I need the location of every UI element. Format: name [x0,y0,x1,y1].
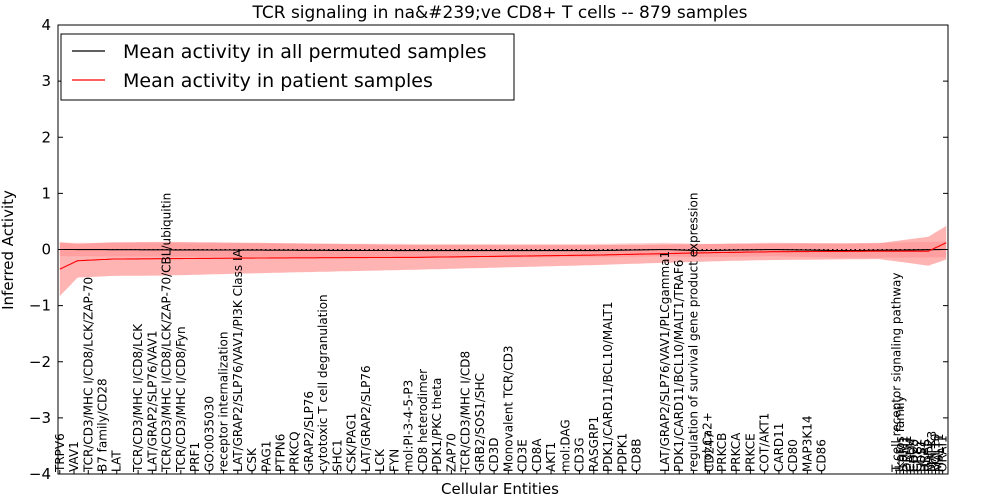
legend: Mean activity in all permuted samples Me… [60,33,515,101]
x-tick-label: B7 family/CD28 [96,378,110,472]
x-tick-label: receptor internalization [217,332,231,472]
x-tick-label: RASGRP1 [587,416,601,472]
x-tick-label: PRKCB [715,433,729,472]
x-tick-labels: TRPV6 VAV1 TCR/CD3/MHC I/CD8/LCK/ZAP-70 B7 … [53,193,950,473]
x-tick-label: PAG1 [259,441,273,472]
x-tick-label: VAV1 [67,441,81,472]
x-tick-label: SOS1 [914,440,928,472]
x-tick-label: T cell receptor signaling pathway [889,273,903,473]
x-tick-label: FYN [387,449,401,472]
y-tick-label: −2 [29,353,51,371]
x-tick-label: PRF1 [188,442,202,472]
x-tick-label: CALM [904,438,918,472]
x-tick-label: SHC1 [330,439,344,472]
x-tick-label: LAT/GRAP2/SLP76 [359,365,373,472]
y-axis-label: Inferred Activity [0,190,17,310]
x-tick-label: CSK [245,447,259,472]
x-tick-label: CD8B [630,439,644,473]
x-tick-label: CARD11 [772,423,786,472]
x-tick-label: COT/AKT1 [758,413,772,472]
x-tick-label: LAT/GRAP2/SLP76/VAV1/PI3K Class IA [231,248,245,472]
y-tick-label: 2 [41,128,51,146]
x-tick-label: PDK1/CARD11/BCL10/MALT1/TRAF6 [672,260,686,472]
y-tick-label: 1 [41,184,51,202]
x-tick-label: Monovalent TCR/CD3 [501,345,515,472]
x-tick-label: PDK1/CARD11/BCL10/MALT1 [601,302,615,472]
x-tick-label: PTPN6 [274,434,288,472]
x-tick-label: ZAP70 [444,433,458,472]
x-tick-label: STIM1 [897,436,911,472]
x-tick-label: LAT/GRAP2/SLP76/VAV1/PLCgamma1 [658,251,672,472]
x-tick-label: PRKCE [743,433,757,472]
x-tick-label: PDK1/PKC theta [430,378,444,472]
y-tick-label: −1 [29,297,51,315]
x-tick-label: MAP3K14 [800,415,814,472]
y-tick-label: 4 [41,16,51,34]
x-tick-label: MAPK3 [925,431,939,472]
x-tick-label: GRB2/SOS1/SHC [473,373,487,472]
confidence-bands [59,225,947,297]
x-tick-label: PRKCQ [288,431,302,472]
legend-label-permuted: Mean activity in all permuted samples [123,41,486,63]
x-tick-label: ORAI1 [900,435,914,472]
x-tick-label: TCR/CD3/MHC I/CD8/LCK/ZAP-70 [81,277,95,473]
x-tick-label: CD3D [487,438,501,472]
x-tick-label: GRAP2/SLP76 [302,391,316,472]
x-axis-label: Cellular Entities [441,480,559,498]
x-tick-label: TCR/CD3/MHC I/CD8 [459,351,473,473]
y-tick-label: −3 [29,409,51,427]
x-tick-label: TCR/CD3/MHC I/CD8/LCK/ZAP-70/CBL/ubiquit… [160,193,174,473]
legend-label-patient: Mean activity in patient samples [123,70,433,92]
x-tick-label: GRB2 [911,438,925,472]
x-tick-label: mol:DAG [558,419,572,472]
series-lines [58,242,948,270]
x-tick-label: PRKCA [729,432,743,472]
x-tick-label: LAT/GRAP2/SLP76/VAV1 [145,331,159,472]
y-tick-label: 0 [41,241,51,259]
x-tick-label: HRAS [918,439,932,472]
x-tick-label: cytotoxic T cell degranulation [316,294,330,472]
x-tick-label: Ikaros family [893,395,907,472]
x-tick-label: TRPV6 [53,433,67,473]
x-tick-label: CD3E [516,439,530,472]
x-tick-label: MALT1 [932,433,946,472]
x-tick-label: CD28 [907,439,921,472]
x-tick-label: mol:Ca2+ [701,412,715,472]
x-tick-label: CD86 [815,439,829,472]
x-tick-label: CSK/PAG1 [345,413,359,472]
x-tick-label: regulation of survival gene product expr… [686,193,700,472]
x-tick-label: RAF1 [921,441,935,472]
series-line-1 [59,242,947,270]
series-line-0 [59,248,947,252]
axes: −4 −3 −2 −1 0 1 2 3 4 [29,16,949,483]
x-tick-label: PDPK1 [615,433,629,472]
x-tick-label: AKT1 [544,442,558,472]
x-tick-label: CD80 [786,439,800,472]
x-tick-label: CD3G [573,437,587,472]
x-tick-label: BCL10 [929,434,943,472]
chart-title: TCR signaling in na&#239;ve CD8+ T cells… [251,3,747,23]
y-tick-label: −4 [29,465,51,483]
x-tick-label: CD8 heterodimer [416,369,430,472]
x-tick-label: CD247 [702,431,716,472]
x-tick-label: TCR/CD3/MHC I/CD8/Fyn [174,326,188,473]
legend-box [60,33,515,101]
x-tick-label: LCK [373,448,387,472]
x-tick-label: CD8A [530,438,544,472]
y-tick-label: 3 [41,72,51,90]
band-1 [59,225,947,297]
x-tick-label: LAT [110,450,124,472]
x-tick-label: mol:PI-3-4-5-P3 [402,380,416,472]
x-tick-label: GO:0035030 [202,396,216,472]
x-tick-label: TCR/CD3/MHC I/CD8/LCK [131,323,145,473]
x-tick-label: ORAI1 [936,435,950,472]
